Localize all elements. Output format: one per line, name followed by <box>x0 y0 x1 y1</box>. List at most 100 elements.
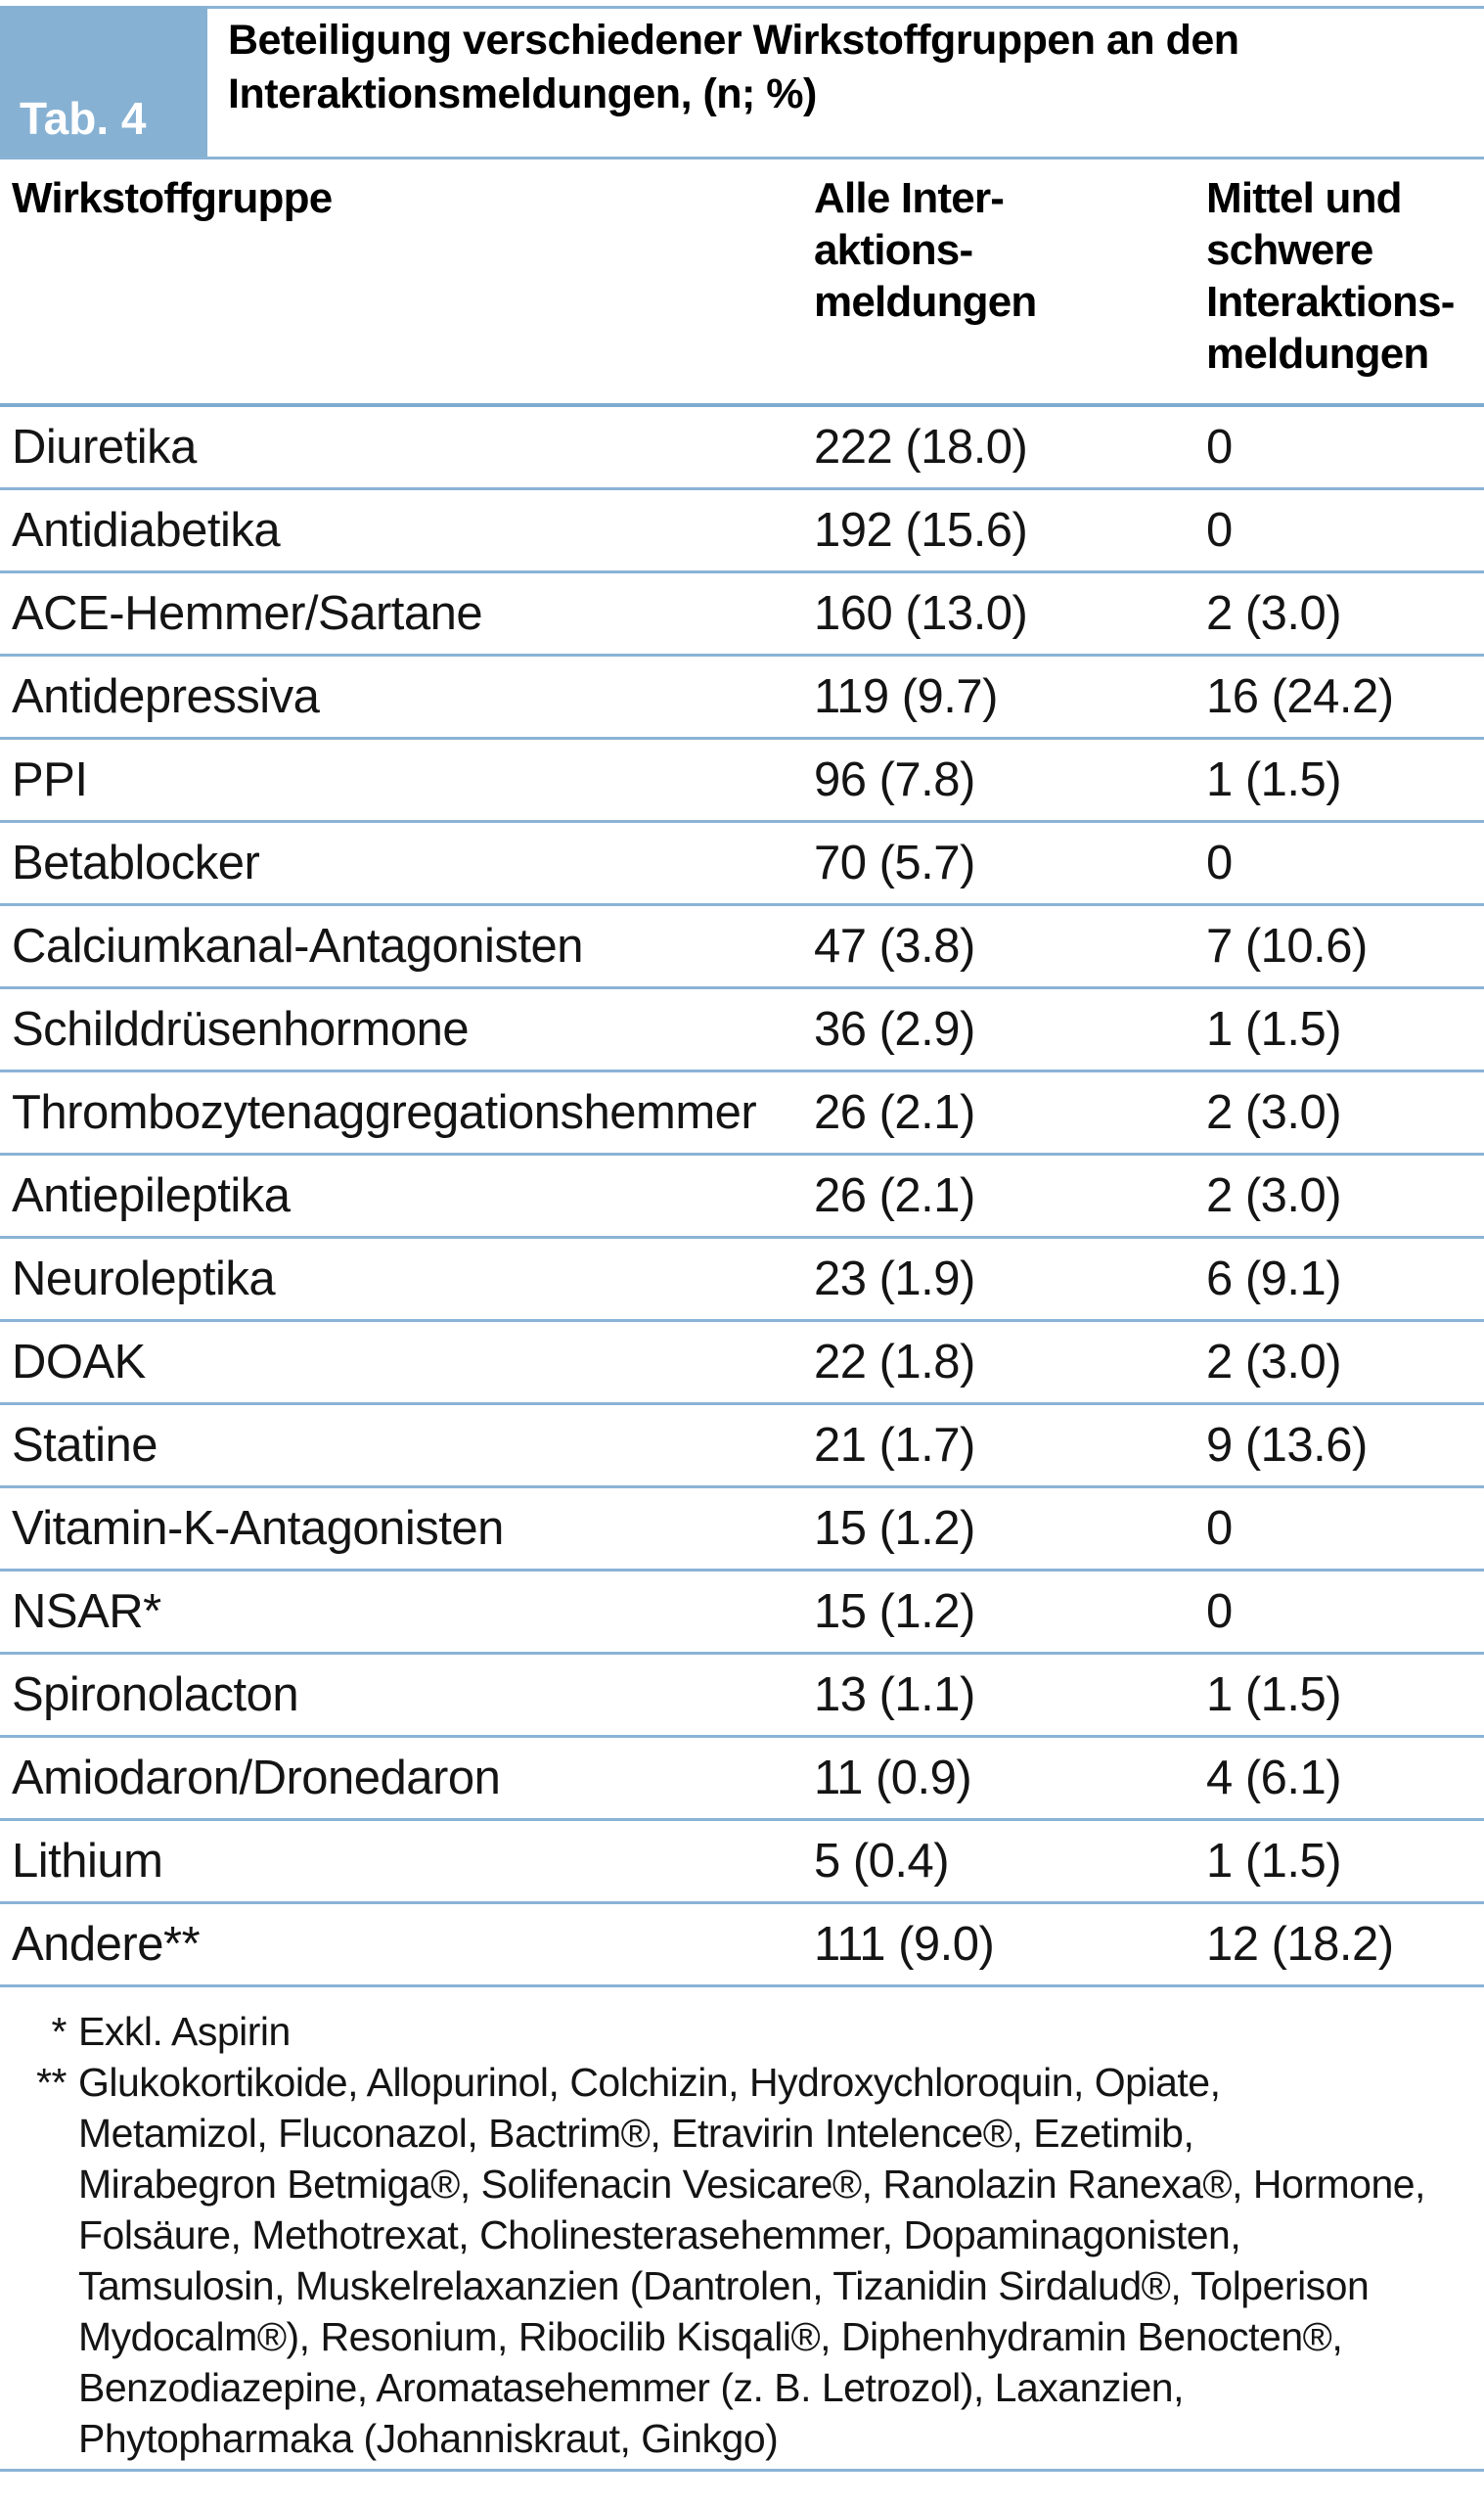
cell-alle-interaktionsmeldungen: 160 (13.0) <box>814 587 1028 640</box>
title-separator-line <box>0 157 1484 159</box>
table-row: Statine 21 (1.7) 9 (13.6) <box>0 1405 1484 1488</box>
footnote-line: * Exkl. Aspirin <box>0 2006 1484 2057</box>
cell-wirkstoffgruppe: Vitamin-K-Antagonisten <box>12 1502 504 1555</box>
cell-mittel-schwere-interaktionsmeldungen: 12 (18.2) <box>1206 1918 1394 1971</box>
cell-alle-interaktionsmeldungen: 111 (9.0) <box>814 1918 995 1971</box>
header-bottom-line <box>0 403 1484 407</box>
cell-wirkstoffgruppe: Amiodaron/Dronedaron <box>12 1752 501 1804</box>
column-header-line: aktions- <box>814 226 973 274</box>
footnote-text: Glukokortikoide, Allopurinol, Colchizin,… <box>78 2060 1221 2105</box>
column-header-line: Interaktions- <box>1206 278 1455 326</box>
cell-alle-interaktionsmeldungen: 47 (3.8) <box>814 920 975 973</box>
cell-wirkstoffgruppe: Betablocker <box>12 837 260 889</box>
cell-alle-interaktionsmeldungen: 23 (1.9) <box>814 1252 975 1305</box>
table-row: Antidepressiva 119 (9.7) 16 (24.2) <box>0 657 1484 740</box>
footnote-marker <box>0 2209 67 2260</box>
footnote-marker <box>0 2260 67 2311</box>
table-row: PPI 96 (7.8) 1 (1.5) <box>0 740 1484 823</box>
table-row: Calciumkanal-Antagonisten 47 (3.8) 7 (10… <box>0 906 1484 989</box>
footnote-line: Mirabegron Betmiga®, Solifenacin Vesicar… <box>0 2159 1484 2209</box>
cell-alle-interaktionsmeldungen: 15 (1.2) <box>814 1502 975 1555</box>
footnote-line: Phytopharmaka (Johanniskraut, Ginkgo) <box>0 2413 1484 2464</box>
cell-mittel-schwere-interaktionsmeldungen: 2 (3.0) <box>1206 1336 1342 1389</box>
cell-alle-interaktionsmeldungen: 22 (1.8) <box>814 1336 975 1389</box>
column-header-line: meldungen <box>814 278 1037 326</box>
footnote-text: Folsäure, Methotrexat, Cholinesterasehem… <box>78 2212 1241 2257</box>
column-header-alle-interaktionsmeldungen: Alle Inter- aktions- meldungen <box>814 172 1037 328</box>
tab-label: Tab. 4 <box>20 93 147 144</box>
cell-alle-interaktionsmeldungen: 192 (15.6) <box>814 504 1028 557</box>
footnote-marker <box>0 2362 67 2413</box>
table-row: Neuroleptika 23 (1.9) 6 (9.1) <box>0 1239 1484 1322</box>
table-row: Vitamin-K-Antagonisten 15 (1.2) 0 <box>0 1488 1484 1571</box>
cell-mittel-schwere-interaktionsmeldungen: 0 <box>1206 1585 1233 1638</box>
cell-mittel-schwere-interaktionsmeldungen: 0 <box>1206 1502 1233 1555</box>
cell-mittel-schwere-interaktionsmeldungen: 4 (6.1) <box>1206 1752 1342 1804</box>
cell-wirkstoffgruppe: Neuroleptika <box>12 1252 276 1305</box>
column-header-wirkstoffgruppe: Wirkstoffgruppe <box>12 172 333 224</box>
cell-mittel-schwere-interaktionsmeldungen: 0 <box>1206 504 1233 557</box>
cell-mittel-schwere-interaktionsmeldungen: 1 (1.5) <box>1206 1668 1342 1721</box>
footnote-text: Metamizol, Fluconazol, Bactrim®, Etravir… <box>78 2111 1194 2156</box>
column-header-line: meldungen <box>1206 330 1429 378</box>
column-header-line: schwere <box>1206 226 1373 274</box>
footnote-text: Phytopharmaka (Johanniskraut, Ginkgo) <box>78 2416 779 2461</box>
tab-label-box: Tab. 4 <box>0 6 207 157</box>
cell-alle-interaktionsmeldungen: 96 (7.8) <box>814 753 975 806</box>
table-row: Antiepileptika 26 (2.1) 2 (3.0) <box>0 1156 1484 1239</box>
cell-mittel-schwere-interaktionsmeldungen: 7 (10.6) <box>1206 920 1368 973</box>
cell-mittel-schwere-interaktionsmeldungen: 9 (13.6) <box>1206 1419 1368 1472</box>
cell-alle-interaktionsmeldungen: 5 (0.4) <box>814 1835 950 1888</box>
cell-mittel-schwere-interaktionsmeldungen: 2 (3.0) <box>1206 587 1342 640</box>
cell-mittel-schwere-interaktionsmeldungen: 2 (3.0) <box>1206 1086 1342 1139</box>
cell-mittel-schwere-interaktionsmeldungen: 6 (9.1) <box>1206 1252 1342 1305</box>
footnote-line: Tamsulosin, Muskelrelaxanzien (Dantrolen… <box>0 2260 1484 2311</box>
footnote-line: Folsäure, Methotrexat, Cholinesterasehem… <box>0 2209 1484 2260</box>
footnote-marker <box>0 2159 67 2209</box>
footnote-marker <box>0 2311 67 2362</box>
cell-mittel-schwere-interaktionsmeldungen: 16 (24.2) <box>1206 670 1394 723</box>
cell-mittel-schwere-interaktionsmeldungen: 1 (1.5) <box>1206 753 1342 806</box>
cell-alle-interaktionsmeldungen: 26 (2.1) <box>814 1086 975 1139</box>
cell-mittel-schwere-interaktionsmeldungen: 1 (1.5) <box>1206 1835 1342 1888</box>
table-row: Amiodaron/Dronedaron 11 (0.9) 4 (6.1) <box>0 1738 1484 1821</box>
table-row: Diuretika 222 (18.0) 0 <box>0 407 1484 490</box>
footnote-text: Mydocalm®), Resonium, Ribocilib Kisqali®… <box>78 2314 1343 2359</box>
footnote-marker <box>0 2108 67 2159</box>
cell-wirkstoffgruppe: Lithium <box>12 1835 163 1888</box>
footnote-line: Mydocalm®), Resonium, Ribocilib Kisqali®… <box>0 2311 1484 2362</box>
cell-mittel-schwere-interaktionsmeldungen: 2 (3.0) <box>1206 1169 1342 1222</box>
top-border-line <box>0 6 1484 9</box>
cell-mittel-schwere-interaktionsmeldungen: 1 (1.5) <box>1206 1003 1342 1056</box>
table-row: Spironolacton 13 (1.1) 1 (1.5) <box>0 1655 1484 1738</box>
cell-wirkstoffgruppe: Andere** <box>12 1918 201 1971</box>
cell-alle-interaktionsmeldungen: 11 (0.9) <box>814 1752 972 1804</box>
footnote-line: Metamizol, Fluconazol, Bactrim®, Etravir… <box>0 2108 1484 2159</box>
table-row: DOAK 22 (1.8) 2 (3.0) <box>0 1322 1484 1405</box>
table-row: Antidiabetika 192 (15.6) 0 <box>0 490 1484 573</box>
column-header-label: Wirkstoffgruppe <box>12 174 333 222</box>
cell-wirkstoffgruppe: Calciumkanal-Antagonisten <box>12 920 584 973</box>
footnote-text: Tamsulosin, Muskelrelaxanzien (Dantrolen… <box>78 2263 1370 2308</box>
cell-wirkstoffgruppe: Spironolacton <box>12 1668 299 1721</box>
cell-wirkstoffgruppe: NSAR* <box>12 1585 161 1638</box>
footnote-line: ** Glukokortikoide, Allopurinol, Colchiz… <box>0 2057 1484 2108</box>
cell-alle-interaktionsmeldungen: 222 (18.0) <box>814 421 1028 474</box>
footnote-text: Exkl. Aspirin <box>78 2009 291 2054</box>
cell-mittel-schwere-interaktionsmeldungen: 0 <box>1206 837 1233 889</box>
cell-alle-interaktionsmeldungen: 119 (9.7) <box>814 670 998 723</box>
cell-wirkstoffgruppe: ACE-Hemmer/Sartane <box>12 587 483 640</box>
table-row: Betablocker 70 (5.7) 0 <box>0 823 1484 906</box>
cell-wirkstoffgruppe: PPI <box>12 753 88 806</box>
footnote-text: Mirabegron Betmiga®, Solifenacin Vesicar… <box>78 2162 1425 2207</box>
footnote-marker: * <box>51 2009 67 2054</box>
cell-alle-interaktionsmeldungen: 26 (2.1) <box>814 1169 975 1222</box>
cell-wirkstoffgruppe: Statine <box>12 1419 158 1472</box>
cell-wirkstoffgruppe: Antidiabetika <box>12 504 281 557</box>
cell-wirkstoffgruppe: DOAK <box>12 1336 146 1389</box>
table-row: Lithium 5 (0.4) 1 (1.5) <box>0 1821 1484 1904</box>
cell-mittel-schwere-interaktionsmeldungen: 0 <box>1206 421 1233 474</box>
cell-alle-interaktionsmeldungen: 70 (5.7) <box>814 837 975 889</box>
footnote-marker: ** <box>36 2060 67 2105</box>
